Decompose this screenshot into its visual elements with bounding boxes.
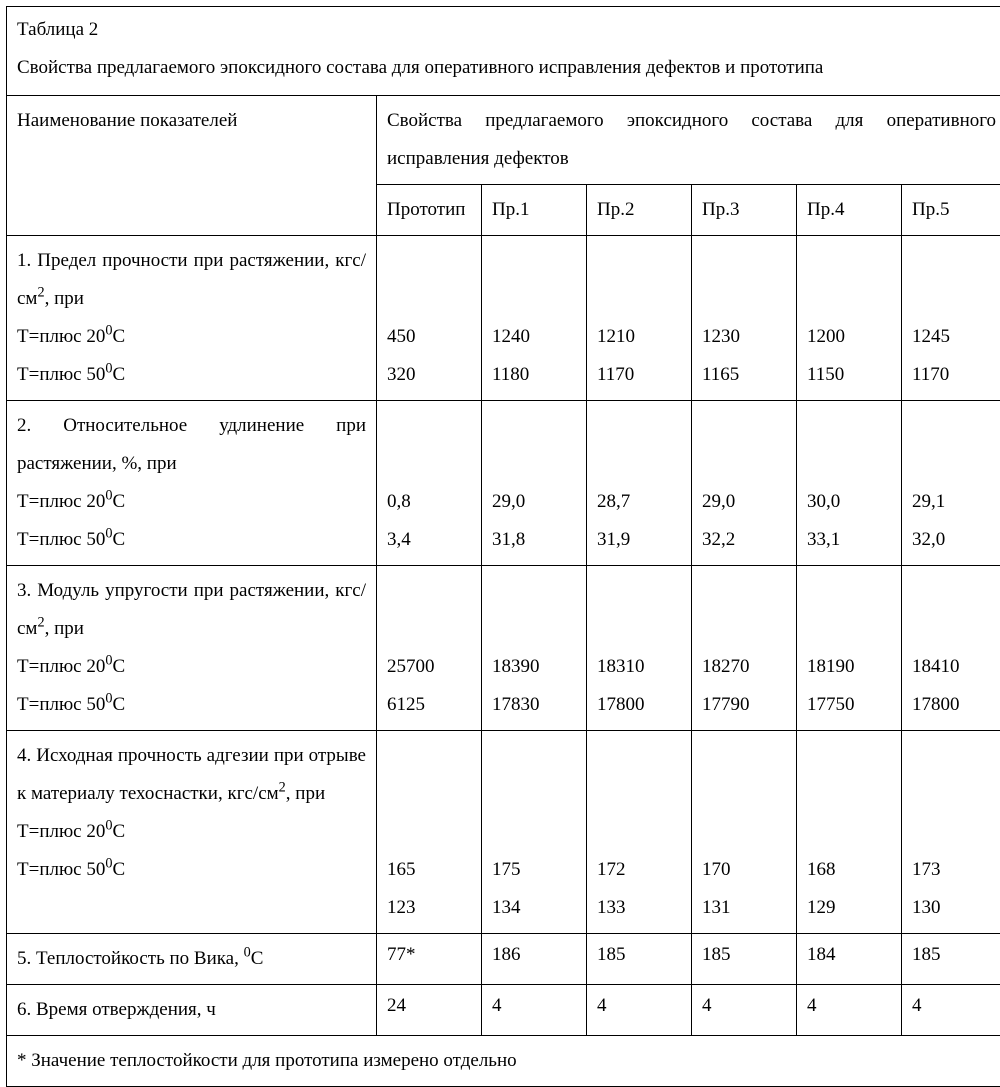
value-cell: 1819017750 [797, 566, 902, 731]
value-cell: 1841017800 [902, 566, 1000, 731]
row-label: 4. Исходная прочность адгезии при отрыве… [7, 731, 377, 934]
table-number: Таблица 2 [17, 11, 996, 49]
value-cell: 168129 [797, 731, 902, 934]
value-cell: 12451170 [902, 236, 1000, 401]
col-pr4: Пр.4 [797, 185, 902, 236]
table-row: 1. Предел прочности при растяжении, кгс/… [7, 236, 1000, 401]
value-cell: 184 [797, 934, 902, 985]
value-cell: 4 [902, 985, 1000, 1036]
value-cell: 12401180 [482, 236, 587, 401]
header-properties-span: Свойства предлагаемого эпоксидного соста… [377, 96, 1000, 185]
value-cell: 28,731,9 [587, 401, 692, 566]
value-cell: 175134 [482, 731, 587, 934]
value-cell: 4 [797, 985, 902, 1036]
table-row: 5. Теплостойкость по Вика, 0С77*18618518… [7, 934, 1000, 985]
value-cell: 4 [482, 985, 587, 1036]
value-cell: 185 [902, 934, 1000, 985]
value-cell: 24 [377, 985, 482, 1036]
col-pr5: Пр.5 [902, 185, 1000, 236]
value-cell: 173130 [902, 731, 1000, 934]
value-cell: 4 [692, 985, 797, 1036]
col-pr2: Пр.2 [587, 185, 692, 236]
value-cell: 185 [692, 934, 797, 985]
value-cell: 1839017830 [482, 566, 587, 731]
row-label: 6. Время отверждения, ч [7, 985, 377, 1036]
value-cell: 1827017790 [692, 566, 797, 731]
value-cell: 77* [377, 934, 482, 985]
table-title-cell: Таблица 2 Свойства предлагаемого эпоксид… [7, 7, 1000, 96]
table-row: 6. Время отверждения, ч2444444 [7, 985, 1000, 1036]
value-cell: 29,031,8 [482, 401, 587, 566]
value-cell: 12001150 [797, 236, 902, 401]
value-cell: 29,032,2 [692, 401, 797, 566]
value-cell: 185 [587, 934, 692, 985]
value-cell: 30,033,1 [797, 401, 902, 566]
value-cell: 0,83,4 [377, 401, 482, 566]
value-cell: 1831017800 [587, 566, 692, 731]
row-label: 2. Относительное удлинение при растяжени… [7, 401, 377, 566]
value-cell: 257006125 [377, 566, 482, 731]
header-name-col: Наименование показателей [7, 96, 377, 236]
value-cell: 165123 [377, 731, 482, 934]
value-cell: 170131 [692, 731, 797, 934]
value-cell: 4 [587, 985, 692, 1036]
col-pr3: Пр.3 [692, 185, 797, 236]
table-row: 4. Исходная прочность адгезии при отрыве… [7, 731, 1000, 934]
properties-table: Таблица 2 Свойства предлагаемого эпоксид… [6, 6, 1000, 1087]
col-pr1: Пр.1 [482, 185, 587, 236]
row-label: 1. Предел прочности при растяжении, кгс/… [7, 236, 377, 401]
table-row: 2. Относительное удлинение при растяжени… [7, 401, 1000, 566]
row-label: 5. Теплостойкость по Вика, 0С [7, 934, 377, 985]
value-cell: 450320 [377, 236, 482, 401]
value-cell: 186 [482, 934, 587, 985]
value-cell: 172133 [587, 731, 692, 934]
value-cell: 12101170 [587, 236, 692, 401]
table-caption: Свойства предлагаемого эпоксидного соста… [17, 49, 996, 87]
table-footnote: * Значение теплостойкости для прототипа … [7, 1036, 1000, 1087]
value-cell: 12301165 [692, 236, 797, 401]
row-label: 3. Модуль упругости при растяжении, кгс/… [7, 566, 377, 731]
col-prototype: Прототип [377, 185, 482, 236]
value-cell: 29,132,0 [902, 401, 1000, 566]
table-row: 3. Модуль упругости при растяжении, кгс/… [7, 566, 1000, 731]
